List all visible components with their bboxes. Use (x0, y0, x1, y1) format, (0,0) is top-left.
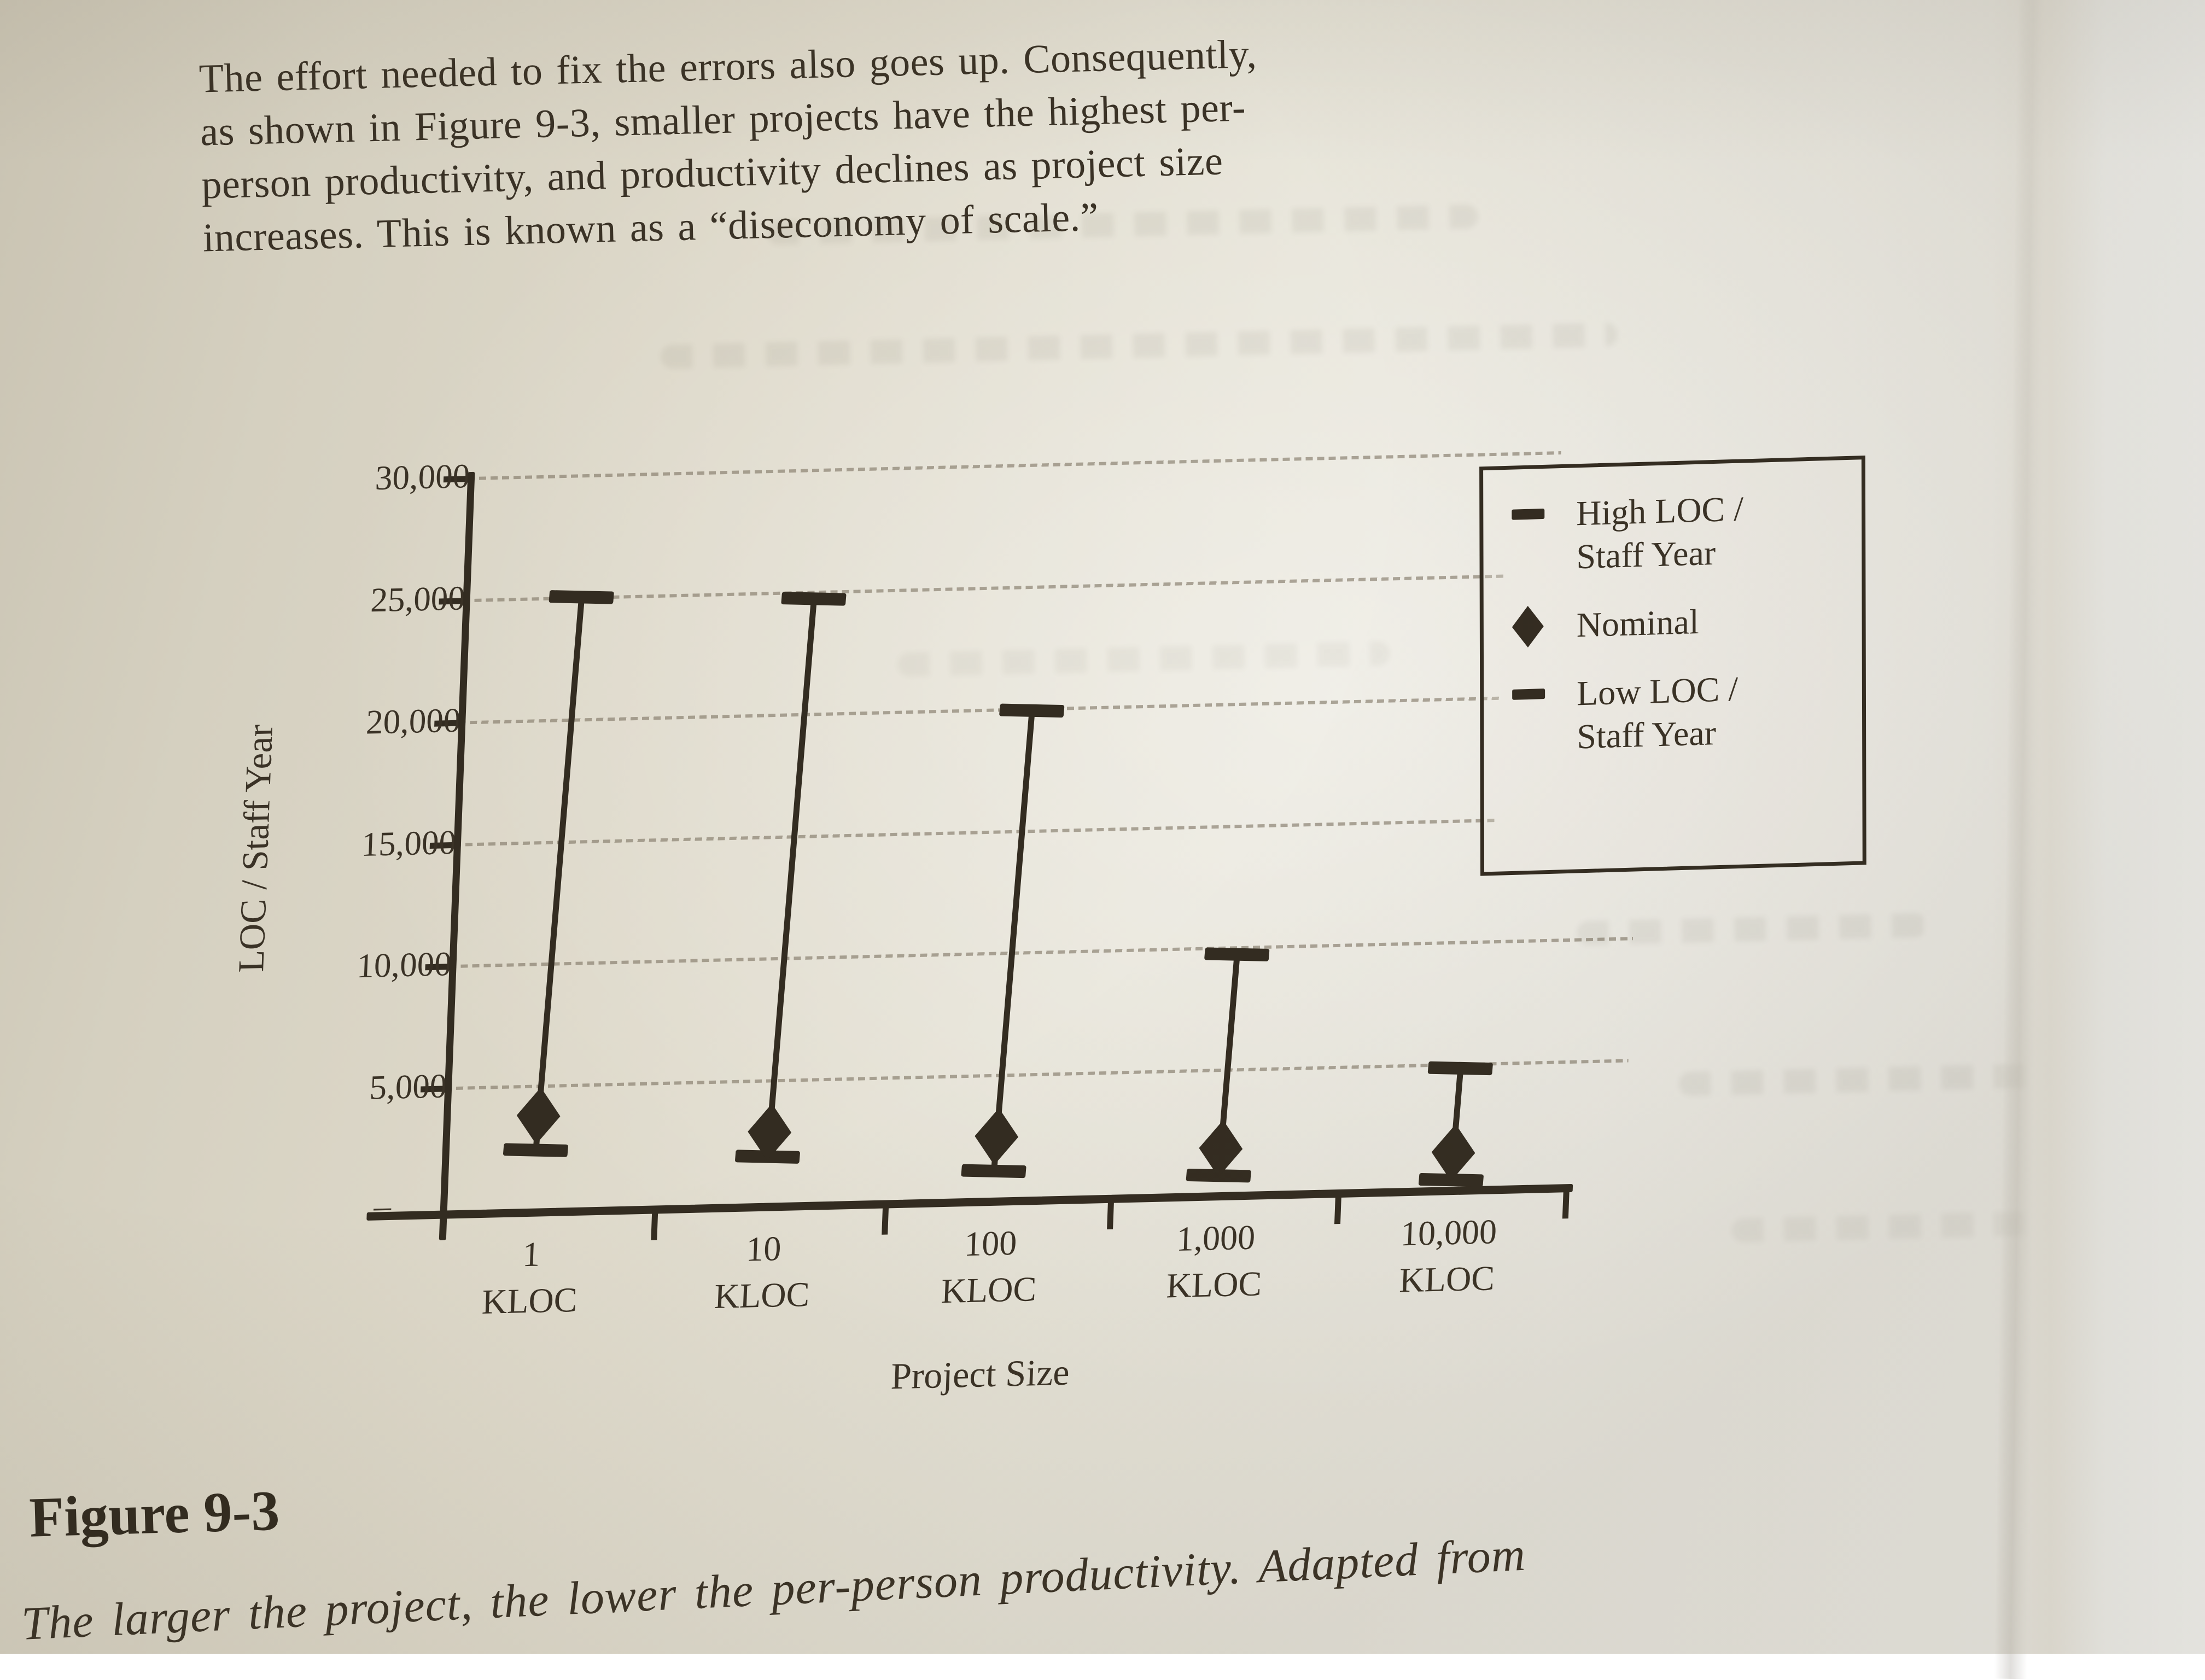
whisker-1-kloc (497, 590, 620, 1160)
low-loc-cap (961, 1164, 1026, 1179)
y-axis-tick-label: 10,000 (356, 944, 453, 985)
y-axis-tick-label: 5,000 (369, 1066, 448, 1107)
high-loc-cap (549, 590, 614, 604)
y-axis-tick-label: 15,000 (360, 822, 457, 864)
x-category-label: 10,000 (1399, 1212, 1498, 1253)
gridline-15000 (453, 818, 1498, 847)
diamond-marker-icon (1512, 605, 1544, 648)
x-axis-tick-4 (1562, 1191, 1570, 1219)
nominal-diamond (972, 1107, 1020, 1165)
whisker-range-line (991, 709, 1035, 1170)
y-axis-tick-label: 30,000 (374, 457, 471, 498)
high-loc-cap (999, 703, 1065, 718)
page-edge-next-page (1991, 0, 2205, 1654)
x-category-label: KLOC (1165, 1264, 1263, 1305)
x-axis-title: Project Size (890, 1351, 1071, 1397)
x-category-label: 1,000 (1175, 1217, 1256, 1259)
x-category-label: KLOC (713, 1274, 810, 1316)
x-axis-tick-0 (651, 1212, 658, 1240)
legend-item-label: Low LOC / Staff Year (1577, 669, 1739, 756)
chart-legend: High LOC / Staff Year Nominal Low LOC / St… (1479, 456, 1866, 876)
x-category-label: KLOC (1398, 1258, 1496, 1300)
x-axis-tick-3 (1334, 1196, 1341, 1224)
legend-symbol-wrap (1512, 492, 1576, 520)
legend-symbol-wrap (1512, 672, 1577, 700)
whisker-range-line (533, 596, 585, 1149)
nominal-diamond (514, 1087, 562, 1145)
y-axis-tick-label: 20,000 (365, 701, 462, 742)
legend-item-label: High LOC / Staff Year (1576, 489, 1743, 576)
dash-marker-icon (1512, 508, 1545, 520)
x-category-label: 1 (522, 1234, 541, 1274)
x-category-label: KLOC (481, 1280, 578, 1321)
legend-item: High LOC / Staff Year (1512, 484, 1851, 580)
legend-item-label: Nominal (1576, 602, 1699, 645)
x-category-label: 100 (964, 1223, 1018, 1264)
y-axis-origin-label: – (373, 1186, 392, 1226)
x-category-label: KLOC (940, 1269, 1037, 1311)
legend-symbol-wrap (1512, 603, 1577, 648)
high-loc-cap (781, 592, 847, 606)
y-axis-tick-label: 25,000 (370, 579, 466, 620)
legend-item: Low LOC / Staff Year (1512, 664, 1851, 760)
figure-number-heading: Figure 9-3 (28, 1479, 281, 1549)
whisker-10-000-kloc (1412, 1061, 1499, 1189)
y-axis-title: LOC / Staff Year (231, 724, 281, 973)
whisker-100-kloc (955, 703, 1071, 1180)
whisker-1-000-kloc (1180, 947, 1275, 1185)
high-loc-cap (1427, 1061, 1494, 1076)
low-loc-cap (503, 1143, 569, 1157)
high-loc-cap (1204, 947, 1270, 961)
legend-item: Nominal (1512, 596, 1851, 649)
whisker-range-line (765, 598, 818, 1156)
gridline-30000 (467, 451, 1561, 481)
x-category-label: 10 (745, 1228, 782, 1269)
gridline-25000 (463, 574, 1508, 603)
gridline-20000 (458, 696, 1503, 725)
dash-marker-icon (1512, 689, 1545, 700)
